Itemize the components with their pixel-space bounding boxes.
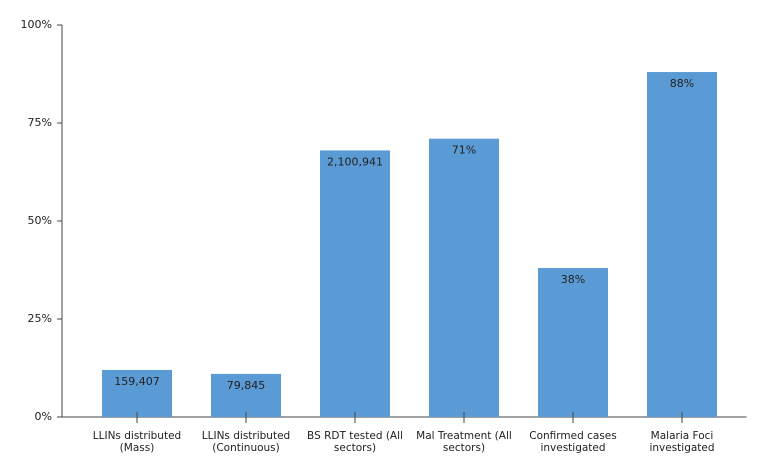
value-label: 159,407 <box>114 375 160 388</box>
y-tick-label: 25% <box>28 312 52 325</box>
bar <box>320 150 390 417</box>
value-label: 38% <box>561 273 585 286</box>
value-label: 79,845 <box>227 379 266 392</box>
x-tick-label: BS RDT tested (All sectors) <box>307 430 403 454</box>
y-tick-label: 50% <box>28 214 52 227</box>
value-label: 88% <box>670 77 694 90</box>
x-tick-label: LLINs distributed (Mass) <box>92 430 182 454</box>
value-label: 2,100,941 <box>327 155 383 168</box>
bar <box>102 369 172 417</box>
x-tick-label: Confirmed cases investigated <box>529 430 617 454</box>
x-tick-label: Malaria Foci investigated <box>649 430 715 454</box>
value-label: 71% <box>452 144 476 157</box>
y-tick-label: 0% <box>35 410 52 423</box>
y-tick-label: 75% <box>28 116 52 129</box>
x-tick-label: LLINs distributed (Continuous) <box>201 430 291 454</box>
bar <box>429 138 499 417</box>
y-tick-label: 100% <box>21 18 52 31</box>
bar <box>211 373 281 417</box>
bar <box>538 268 608 417</box>
bar <box>647 72 717 417</box>
x-tick-label: Mal Treatment (All sectors) <box>416 430 512 454</box>
